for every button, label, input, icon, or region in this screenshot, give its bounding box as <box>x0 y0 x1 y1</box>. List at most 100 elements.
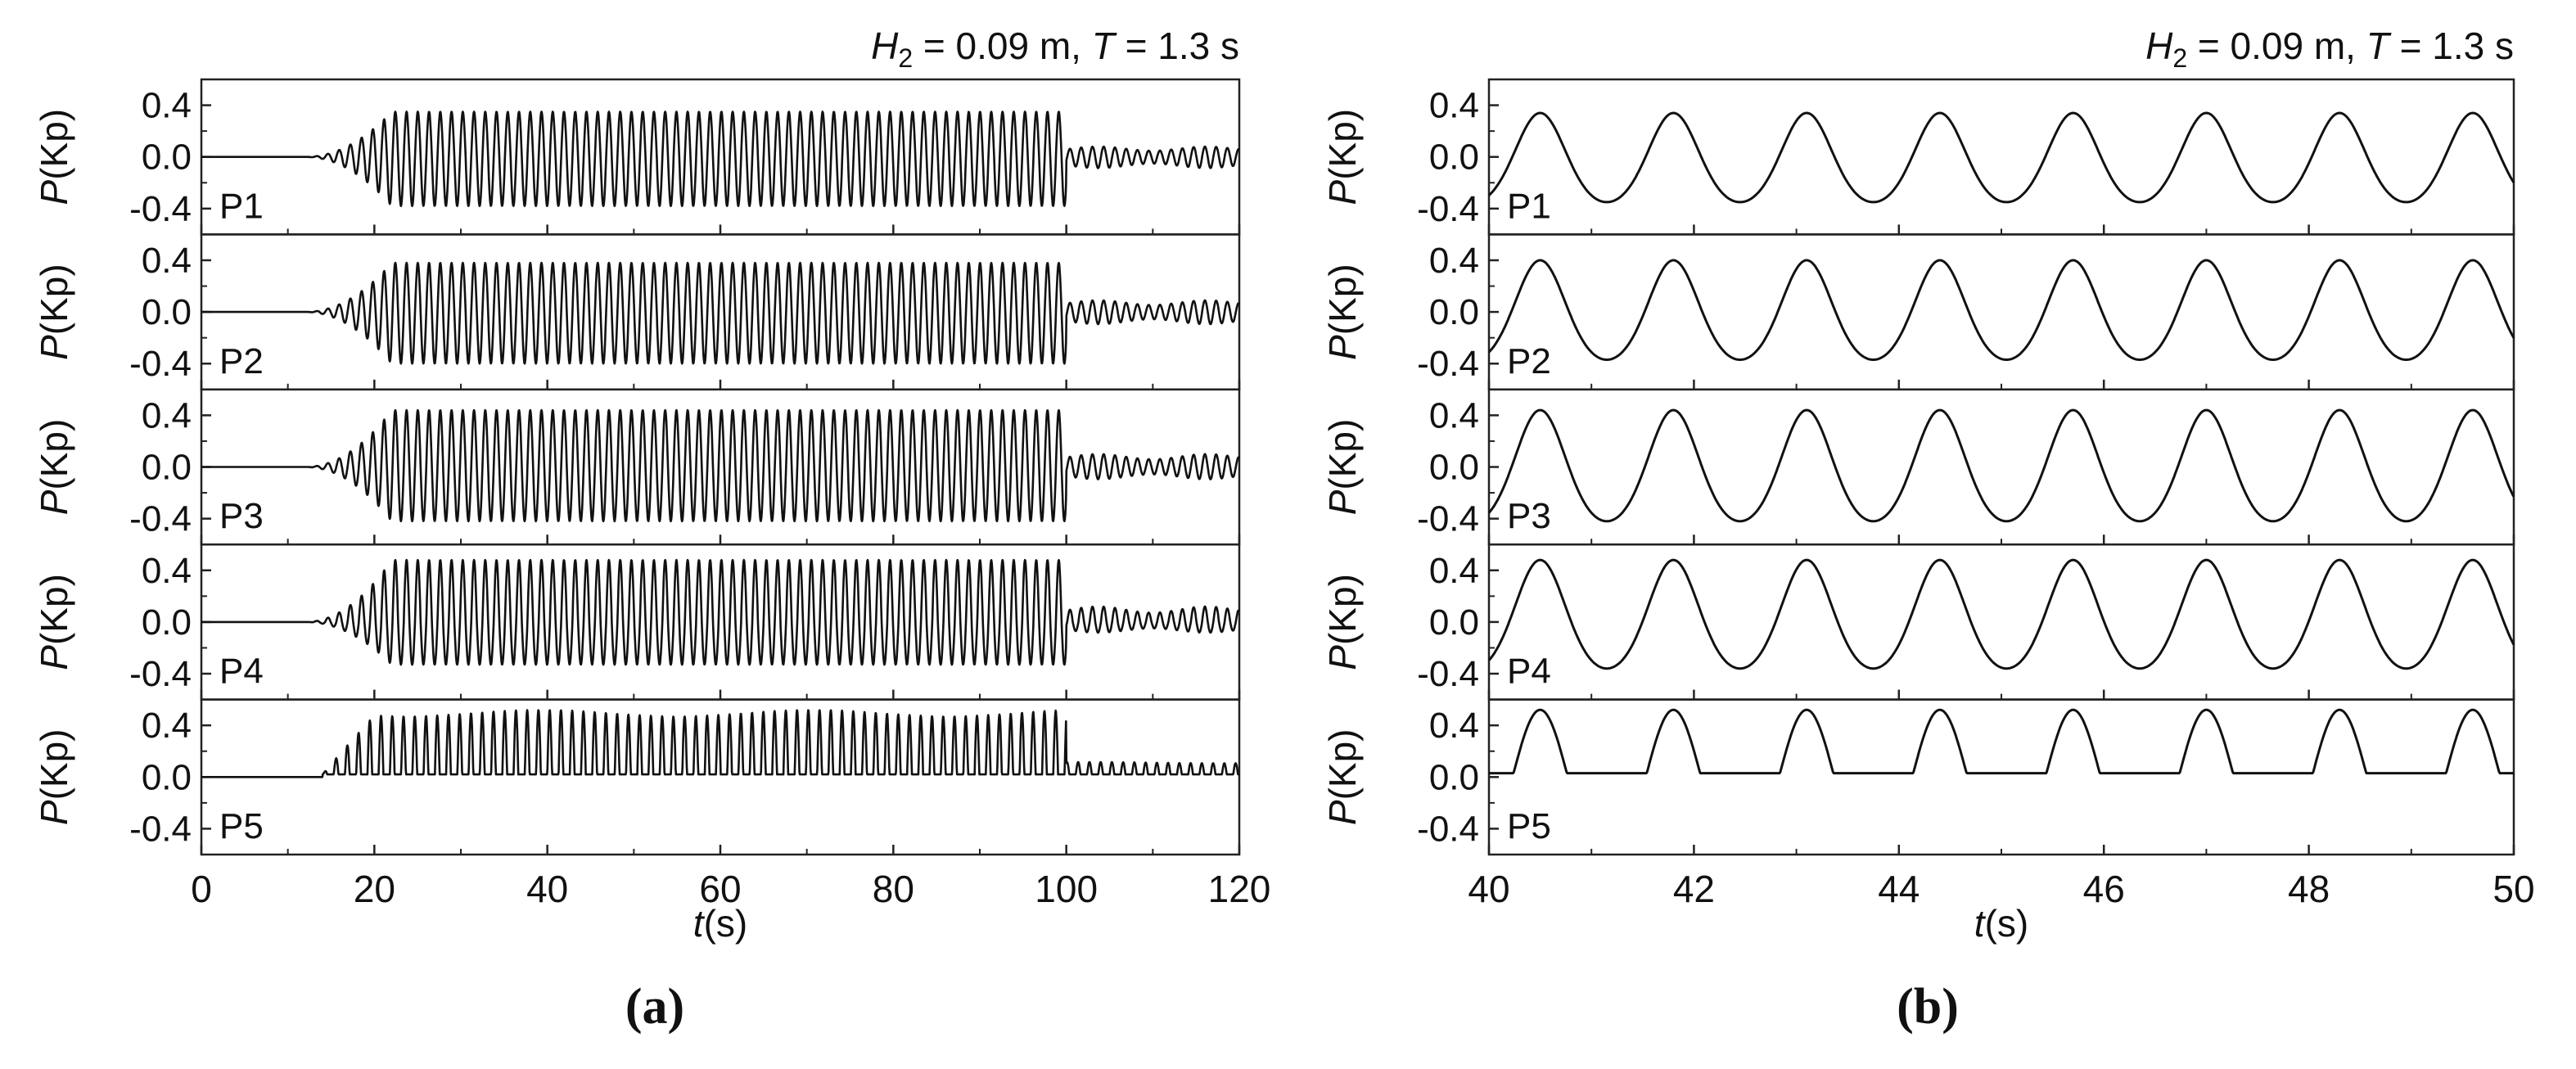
x-axis-label: t(s) <box>693 902 747 945</box>
y-axis-label: P(Kp) <box>1321 574 1364 670</box>
y-axis-label: P(Kp) <box>1321 419 1364 516</box>
y-label-symbol: P <box>33 800 75 825</box>
y-axis-label: P(Kp) <box>33 574 75 670</box>
y-tick-label: -0.4 <box>129 499 192 539</box>
y-label-unit: (Kp) <box>1321 729 1364 801</box>
title-h-value: = 0.09 m, <box>2187 25 2366 67</box>
y-axis-label: P(Kp) <box>1321 264 1364 360</box>
y-tick-label: -0.4 <box>1417 809 1479 849</box>
y-label-unit: (Kp) <box>1321 109 1364 180</box>
y-label-symbol: P <box>33 179 75 205</box>
title-t-value: = 1.3 s <box>2389 25 2514 67</box>
y-label-symbol: P <box>1321 335 1364 360</box>
y-label-unit: (Kp) <box>1321 264 1364 335</box>
y-label-symbol: P <box>33 489 75 515</box>
series-label-p4: P4 <box>1507 652 1551 692</box>
x-label-unit: (s) <box>704 902 748 945</box>
series-label-p5: P5 <box>1507 806 1551 846</box>
y-tick-label: 0.4 <box>142 86 192 126</box>
y-tick-label: 0.4 <box>142 706 192 746</box>
y-tick-label: -0.4 <box>129 809 192 849</box>
panel-a: H2 = 0.09 m, T = 1.3 s-0.40.00.4P(Kp)P1-… <box>33 25 1270 1035</box>
series-label-p2: P2 <box>219 341 264 381</box>
y-tick-label: 0.4 <box>142 241 192 281</box>
y-label-symbol: P <box>1321 179 1364 205</box>
y-tick-label: -0.4 <box>129 189 192 229</box>
y-axis-label: P(Kp) <box>33 419 75 516</box>
panel-b: H2 = 0.09 m, T = 1.3 s-0.40.00.4P(Kp)P1-… <box>1321 25 2535 1035</box>
y-tick-label: -0.4 <box>129 344 192 384</box>
y-tick-label: 0.4 <box>1429 551 1479 591</box>
x-axis-label: t(s) <box>1974 902 2028 945</box>
series-line-p3 <box>1487 408 2515 523</box>
y-label-symbol: P <box>33 335 75 360</box>
subplot-frame-p5 <box>200 698 1241 856</box>
x-tick-label: 120 <box>1208 868 1271 910</box>
series-label-p1: P1 <box>1507 186 1551 226</box>
y-tick-label: 0.0 <box>1429 448 1479 488</box>
series-line-p1 <box>201 111 1240 207</box>
y-axis-label: P(Kp) <box>33 109 75 205</box>
title-h-symbol: H <box>871 25 899 67</box>
y-label-unit: (Kp) <box>33 109 75 180</box>
panel-title: H2 = 0.09 m, T = 1.3 s <box>871 25 1239 73</box>
x-tick-label: 50 <box>2493 868 2534 910</box>
y-tick-label: -0.4 <box>129 654 192 694</box>
x-tick-label: 20 <box>354 868 395 910</box>
y-tick-label: 0.0 <box>1429 757 1479 797</box>
y-label-unit: (Kp) <box>1321 419 1364 490</box>
x-label-symbol: t <box>1974 902 1987 945</box>
title-h-symbol: H <box>2145 25 2173 67</box>
title-t-symbol: T <box>2366 25 2392 67</box>
y-tick-label: 0.4 <box>142 551 192 591</box>
series-label-p3: P3 <box>1507 496 1551 536</box>
y-tick-label: 0.4 <box>142 395 192 435</box>
y-label-symbol: P <box>1321 645 1364 670</box>
y-tick-label: 0.0 <box>1429 602 1479 643</box>
x-tick-label: 42 <box>1673 868 1715 910</box>
y-label-unit: (Kp) <box>33 264 75 335</box>
series-line-p5 <box>1488 708 2515 775</box>
y-tick-label: 0.4 <box>1429 241 1479 281</box>
subplot-frame-p2 <box>1487 233 2515 391</box>
panel-caption: (b) <box>1897 979 1959 1035</box>
y-label-unit: (Kp) <box>33 574 75 645</box>
y-axis-label: P(Kp) <box>1321 729 1364 826</box>
y-label-symbol: P <box>33 645 75 670</box>
title-h-subscript: 2 <box>898 43 913 73</box>
x-tick-label: 40 <box>526 868 568 910</box>
y-tick-label: 0.0 <box>1429 138 1479 178</box>
x-tick-label: 46 <box>2083 868 2125 910</box>
series-line-p2 <box>1487 259 2515 361</box>
series-line-p5 <box>201 709 1240 778</box>
x-tick-label: 80 <box>873 868 914 910</box>
series-line-p2 <box>201 261 1241 365</box>
y-label-symbol: P <box>1321 489 1364 515</box>
series-line-p4 <box>201 558 1241 666</box>
x-tick-label: 60 <box>699 868 741 910</box>
y-tick-label: 0.4 <box>1429 395 1479 435</box>
x-tick-label: 40 <box>1468 868 1509 910</box>
y-tick-label: 0.0 <box>142 448 192 488</box>
x-label-symbol: t <box>693 902 706 945</box>
y-tick-label: 0.4 <box>1429 86 1479 126</box>
series-label-p4: P4 <box>219 652 264 692</box>
y-label-unit: (Kp) <box>33 729 75 801</box>
y-tick-label: -0.4 <box>1417 499 1479 539</box>
x-tick-label: 48 <box>2288 868 2330 910</box>
x-tick-label: 44 <box>1878 868 1920 910</box>
y-tick-label: 0.0 <box>1429 292 1479 332</box>
series-line-p4 <box>1487 558 2515 670</box>
y-label-symbol: P <box>1321 800 1364 825</box>
panel-caption: (a) <box>625 979 684 1035</box>
y-axis-label: P(Kp) <box>1321 109 1364 205</box>
series-line-p1 <box>1488 111 2515 204</box>
y-axis-label: P(Kp) <box>33 264 75 360</box>
y-tick-label: 0.0 <box>142 757 192 797</box>
y-tick-label: 0.0 <box>142 292 192 332</box>
x-tick-label: 100 <box>1035 868 1098 910</box>
y-axis-label: P(Kp) <box>33 729 75 826</box>
series-line-p3 <box>201 408 1241 523</box>
subplot-frame-p5 <box>1487 698 2515 856</box>
